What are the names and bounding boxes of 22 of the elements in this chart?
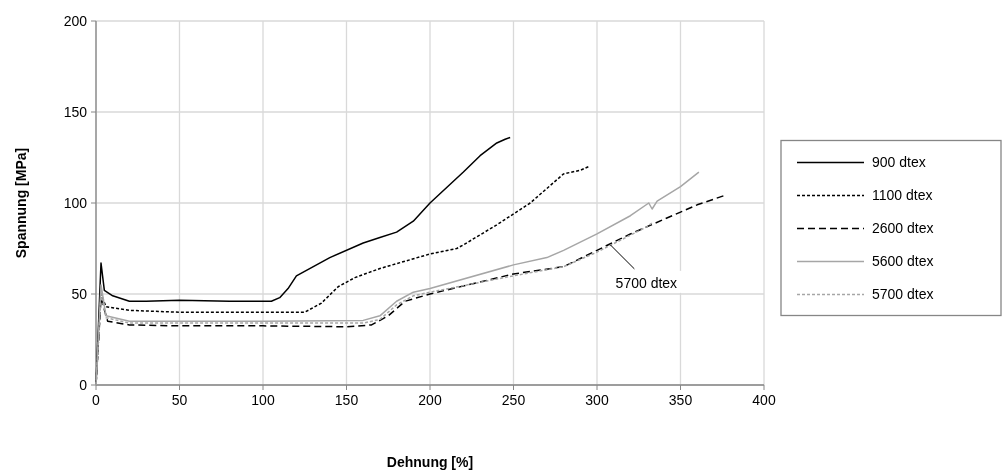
legend-label: 5600 dtex [872,253,934,270]
x-tick-label: 350 [668,392,693,408]
legend-label: 1100 dtex [872,187,933,204]
legend-label: 2600 dtex [872,220,934,237]
x-tick-label: 0 [92,392,101,408]
legend-label: 5700 dtex [872,286,934,303]
y-tick-label: 150 [63,103,88,120]
y-tick-label: 50 [71,285,88,302]
x-tick-label: 150 [334,392,359,408]
y-tick-label: 0 [79,376,88,393]
legend-label: 900 dtex [872,154,926,171]
x-axis-title: Dehnung [%] [386,454,474,470]
y-axis-title: Spannung [MPa] [13,147,29,259]
x-tick-label: 400 [752,392,776,408]
annotation: 5700 dtex [615,274,678,291]
x-tick-label: 300 [585,392,609,408]
x-tick-label: 100 [251,392,275,408]
y-tick-label: 200 [63,12,88,29]
x-tick-label: 50 [171,392,188,408]
y-tick-label: 100 [63,194,88,211]
x-tick-label: 200 [418,392,442,408]
x-tick-label: 250 [501,392,526,408]
